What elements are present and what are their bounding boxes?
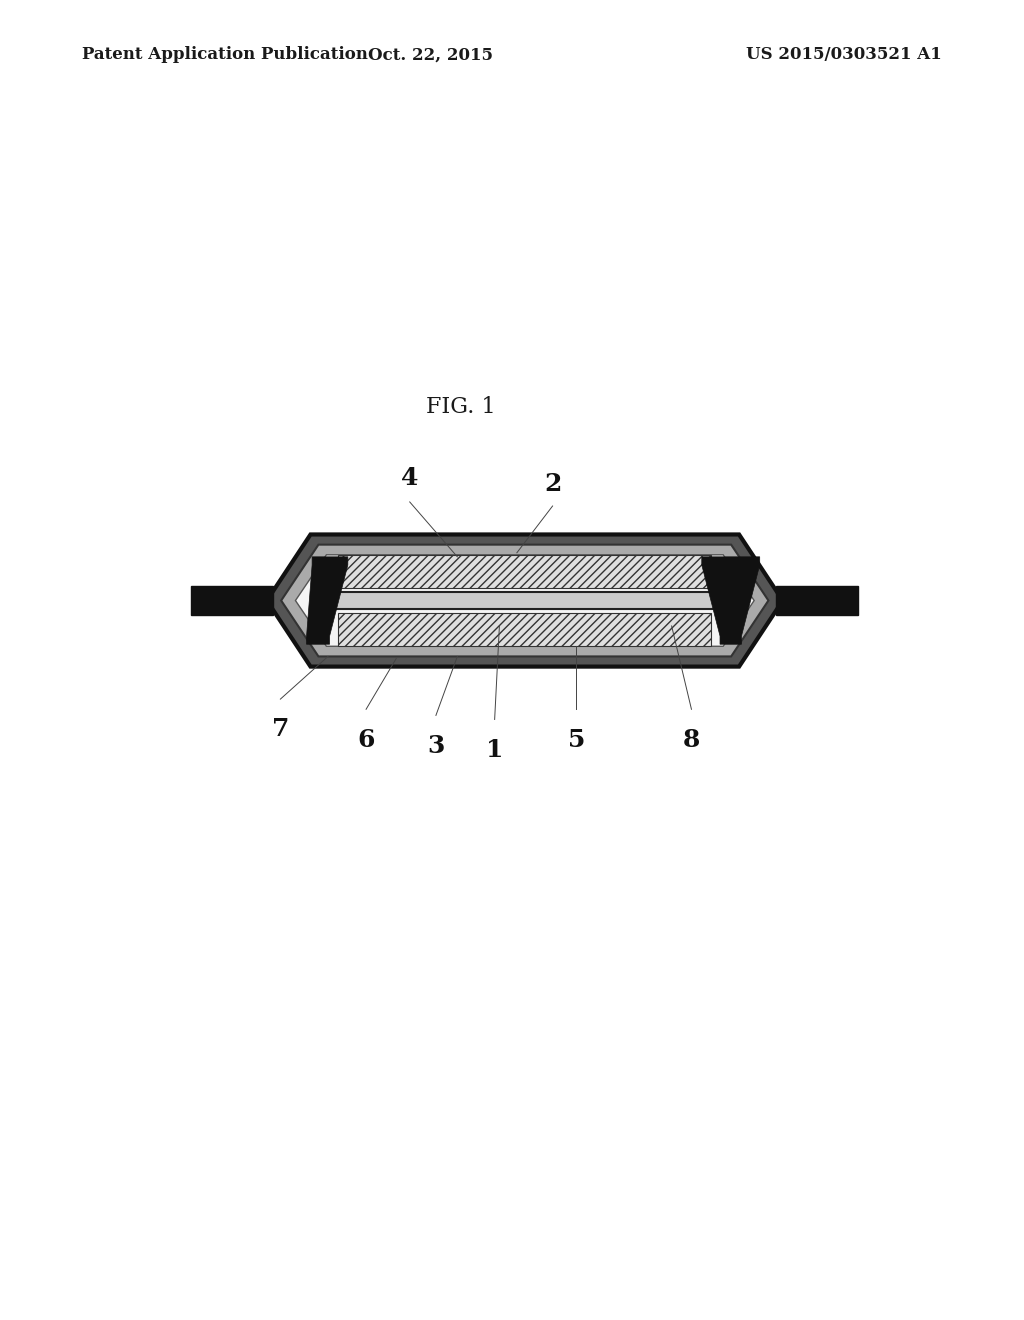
Text: 5: 5: [567, 727, 585, 751]
Polygon shape: [306, 557, 348, 644]
FancyBboxPatch shape: [338, 612, 712, 647]
Polygon shape: [701, 557, 760, 644]
Text: 2: 2: [544, 471, 561, 496]
Text: US 2015/0303521 A1: US 2015/0303521 A1: [746, 46, 942, 63]
Text: 4: 4: [401, 466, 419, 490]
Text: Patent Application Publication: Patent Application Publication: [82, 46, 368, 63]
FancyBboxPatch shape: [334, 593, 715, 609]
Text: FIG. 1: FIG. 1: [427, 396, 496, 418]
Text: 8: 8: [683, 727, 700, 751]
FancyBboxPatch shape: [191, 586, 273, 615]
Text: 3: 3: [427, 734, 444, 758]
Polygon shape: [296, 554, 754, 647]
Text: 1: 1: [486, 738, 504, 762]
Polygon shape: [267, 535, 782, 667]
FancyBboxPatch shape: [338, 554, 712, 589]
Polygon shape: [282, 545, 768, 656]
FancyBboxPatch shape: [776, 586, 858, 615]
Text: Oct. 22, 2015: Oct. 22, 2015: [368, 46, 493, 63]
Text: 7: 7: [271, 718, 289, 742]
Text: 6: 6: [357, 727, 375, 751]
